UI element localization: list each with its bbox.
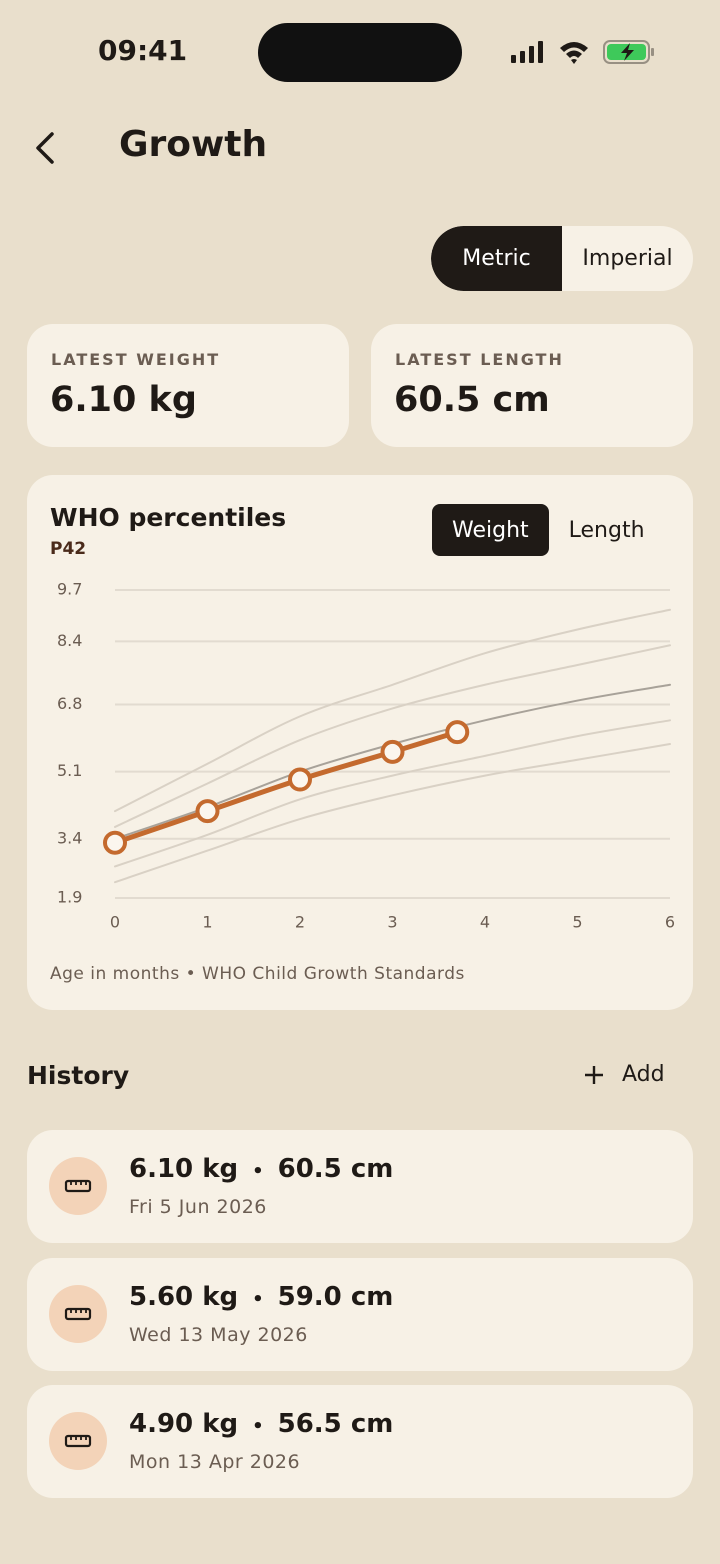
entry-separator: • — [252, 1416, 264, 1437]
data-point — [195, 799, 220, 824]
chart-footnote: Age in months • WHO Child Growth Standar… — [50, 964, 465, 984]
percentile-curve — [114, 644, 671, 828]
entry-separator: • — [252, 1161, 264, 1182]
x-tick-label: 3 — [387, 913, 397, 932]
metric-tab[interactable]: Weight — [432, 504, 549, 556]
x-tick-label: 1 — [202, 913, 212, 932]
entry-separator: • — [252, 1288, 264, 1310]
entry-date: Fri 5 Jun 2026 — [129, 1196, 267, 1218]
unit-toggle: Metric Imperial — [431, 226, 693, 291]
data-point — [445, 720, 470, 745]
history-entry[interactable]: 6.10 kg • 60.5 cm Fri 5 Jun 2026 — [27, 1130, 693, 1243]
entry-length: 56.5 cm — [277, 1409, 394, 1439]
x-tick-label: 5 — [572, 913, 582, 932]
stat-label: LATEST LENGTH — [395, 350, 564, 369]
percentile-curve — [114, 719, 671, 868]
entry-weight: 6.10 kg — [129, 1154, 239, 1184]
x-tick-label: 2 — [295, 913, 305, 932]
entry-weight: 4.90 kg — [129, 1409, 239, 1439]
x-tick-label: 4 — [480, 913, 490, 932]
ruler-glyph — [64, 1434, 92, 1448]
data-point — [380, 739, 405, 764]
status-icons — [511, 40, 654, 64]
percentile-label: P42 — [50, 539, 87, 559]
unit-option[interactable]: Imperial — [582, 246, 673, 271]
ruler-icon — [49, 1157, 107, 1215]
child-weight-line — [112, 729, 460, 846]
y-tick-label: 3.4 — [57, 828, 82, 847]
back-button[interactable] — [30, 130, 62, 166]
y-tick-label: 6.8 — [57, 694, 82, 713]
chart-title: WHO percentiles — [50, 503, 287, 532]
stat-card: LATEST WEIGHT 6.10 kg — [27, 324, 349, 447]
clock: 09:41 — [98, 34, 188, 67]
entry-date: Wed 13 May 2026 — [129, 1323, 308, 1346]
ruler-icon — [49, 1284, 107, 1343]
history-entry[interactable]: 4.90 kg • 56.5 cm Mon 13 Apr 2026 — [27, 1385, 693, 1498]
stat-card: LATEST LENGTH 60.5 cm — [371, 324, 693, 447]
entry-measures: 4.90 kg • 56.5 cm — [129, 1409, 393, 1439]
ruler-icon — [49, 1412, 107, 1470]
stat-label: LATEST WEIGHT — [51, 350, 221, 369]
entry-date: Mon 13 Apr 2026 — [129, 1451, 301, 1473]
ruler-glyph — [64, 1179, 92, 1193]
data-point — [103, 830, 127, 855]
y-tick-label: 5.1 — [57, 761, 82, 780]
entry-measures: 6.10 kg • 60.5 cm — [129, 1154, 393, 1184]
stat-value: 6.10 kg — [50, 380, 197, 420]
page-title: Growth — [119, 124, 268, 165]
dynamic-island — [258, 23, 462, 82]
metric-tabs: Weight Length — [432, 504, 665, 556]
add-label: Add — [622, 1062, 665, 1087]
x-tick-label: 6 — [665, 913, 675, 932]
y-tick-label: 9.7 — [57, 580, 82, 599]
unit-option[interactable]: Metric — [431, 226, 562, 291]
percentile-curve — [114, 608, 671, 813]
y-tick-label: 8.4 — [57, 631, 82, 650]
entry-length: 60.5 cm — [277, 1154, 394, 1184]
y-tick-label: 1.9 — [57, 888, 82, 907]
add-button[interactable]: Add — [584, 1062, 665, 1087]
metric-tab[interactable]: Length — [568, 517, 645, 543]
chart: 1.9 3.4 5.1 6.8 8.4 9.7 0 1 2 3 4 5 6 — [57, 580, 675, 932]
x-tick-label: 0 — [110, 913, 120, 932]
percentile-curve — [114, 743, 671, 884]
stat-value: 60.5 cm — [394, 380, 550, 420]
entry-measures: 5.60 kg • 59.0 cm — [129, 1282, 393, 1312]
entry-weight: 5.60 kg — [129, 1281, 239, 1312]
history-entry[interactable]: 5.60 kg • 59.0 cm Wed 13 May 2026 — [27, 1257, 693, 1371]
ruler-glyph — [64, 1307, 92, 1320]
plus-icon — [585, 1065, 603, 1084]
chart-card: WHO percentiles P42 Weight Length 1.9 3.4… — [27, 475, 693, 1010]
history-title: History — [27, 1061, 130, 1090]
entry-length: 59.0 cm — [277, 1281, 394, 1312]
data-point — [288, 767, 312, 792]
